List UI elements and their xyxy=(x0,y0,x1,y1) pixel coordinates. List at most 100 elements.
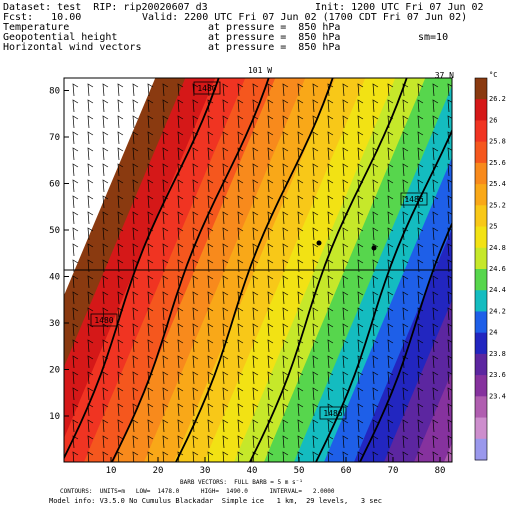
station-dot xyxy=(371,245,377,251)
wind-barb xyxy=(177,451,184,462)
field-wind-pressure: at pressure = 850 hPa xyxy=(208,42,341,53)
wind-barb xyxy=(117,211,124,225)
wind-barb xyxy=(222,307,229,321)
wind-barb xyxy=(252,147,259,161)
wind-barb xyxy=(252,435,259,449)
wind-barb xyxy=(357,83,364,97)
wind-barb xyxy=(387,131,394,145)
wind-barb xyxy=(417,435,424,449)
wind-barb xyxy=(447,371,452,385)
wind-barb xyxy=(162,339,169,353)
wind-barb xyxy=(387,403,394,417)
wind-barb xyxy=(432,435,439,449)
wind-barb xyxy=(72,323,79,337)
wind-barb xyxy=(372,259,379,273)
wind-barb xyxy=(417,403,424,417)
wind-barb xyxy=(132,195,139,209)
wind-barb xyxy=(72,291,79,305)
wind-barb xyxy=(327,323,334,337)
colorbar-swatch xyxy=(475,417,487,440)
wind-barb xyxy=(402,227,409,241)
wind-barb xyxy=(267,275,274,289)
wind-barb xyxy=(297,387,304,401)
wind-barb xyxy=(432,147,439,161)
wind-barb xyxy=(237,179,244,193)
wind-barb xyxy=(102,435,109,449)
wind-barb xyxy=(237,371,244,385)
wind-barb xyxy=(312,163,319,177)
wind-barb xyxy=(387,291,394,305)
wind-barb xyxy=(357,99,364,113)
colorbar-swatch xyxy=(475,438,487,461)
wind-barb xyxy=(192,243,199,257)
wind-barb xyxy=(147,147,154,161)
wind-barb xyxy=(282,211,289,225)
wind-barb xyxy=(327,355,334,369)
field-wind-label: Horizontal wind vectors xyxy=(3,42,142,53)
wind-barb xyxy=(432,307,439,321)
wind-barb xyxy=(102,355,109,369)
wind-barb xyxy=(372,99,379,113)
wind-barb xyxy=(117,275,124,289)
wind-barb xyxy=(222,323,229,337)
wind-barb xyxy=(72,99,79,113)
wind-barb xyxy=(87,99,94,113)
wind-barb xyxy=(372,387,379,401)
wind-barb xyxy=(312,99,319,113)
wind-barb xyxy=(342,195,349,209)
wind-barb xyxy=(132,83,139,97)
y-tick-label: 70 xyxy=(49,133,60,143)
wind-barb xyxy=(282,419,289,433)
wind-barb xyxy=(402,291,409,305)
wind-barb xyxy=(132,163,139,177)
wind-barb xyxy=(327,435,334,449)
wind-barb xyxy=(282,291,289,305)
wind-barb xyxy=(387,99,394,113)
wind-barb xyxy=(207,451,214,462)
wind-barb xyxy=(117,227,124,241)
wind-barb xyxy=(402,115,409,129)
wind-barb xyxy=(132,435,139,449)
wind-barb xyxy=(87,227,94,241)
wind-barb xyxy=(252,419,259,433)
wind-barb xyxy=(357,163,364,177)
wind-barb xyxy=(312,195,319,209)
wind-barb xyxy=(132,259,139,273)
wind-barb xyxy=(132,339,139,353)
wind-barb xyxy=(357,419,364,433)
wind-barb xyxy=(237,451,244,462)
wind-barb xyxy=(117,371,124,385)
wind-barb xyxy=(297,99,304,113)
height-contour xyxy=(248,78,408,462)
wind-barb xyxy=(417,195,424,209)
wind-barb xyxy=(207,227,214,241)
wind-barb xyxy=(192,339,199,353)
wind-barb xyxy=(417,211,424,225)
wind-barb xyxy=(237,83,244,97)
wind-barb xyxy=(252,259,259,273)
wind-barb xyxy=(282,371,289,385)
wind-barb xyxy=(342,355,349,369)
wind-barb xyxy=(192,355,199,369)
wind-barb xyxy=(177,435,184,449)
wind-barb xyxy=(252,211,259,225)
wind-barb xyxy=(372,211,379,225)
wind-barb xyxy=(327,195,334,209)
wind-barb xyxy=(372,403,379,417)
wind-barb xyxy=(87,403,94,417)
wind-barb xyxy=(447,339,452,353)
wind-barb xyxy=(432,163,439,177)
wind-barb xyxy=(72,227,79,241)
wind-barb xyxy=(432,243,439,257)
wind-barb xyxy=(87,355,94,369)
wind-barb xyxy=(87,371,94,385)
wind-barb xyxy=(417,419,424,433)
wind-barb xyxy=(147,291,154,305)
wind-barb xyxy=(282,243,289,257)
wind-barb xyxy=(177,115,184,129)
wind-barb xyxy=(222,211,229,225)
wind-barb xyxy=(432,115,439,129)
wind-barb xyxy=(147,387,154,401)
colorbar-label: 26 xyxy=(489,116,497,124)
